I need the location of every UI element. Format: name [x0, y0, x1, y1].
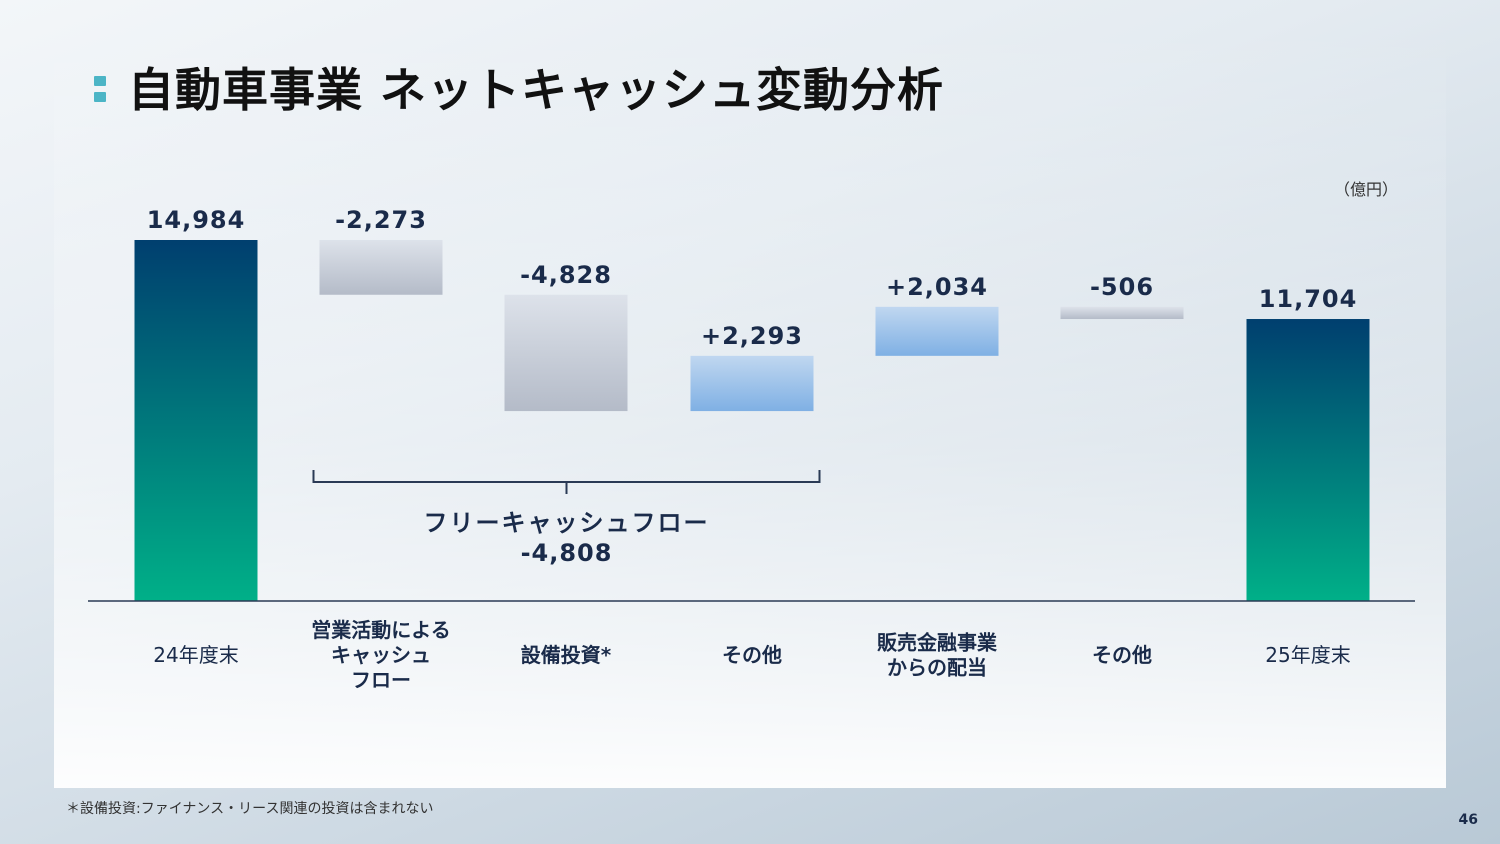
category-label-4-1: からの配当	[887, 656, 987, 680]
category-label-1-2: フロー	[351, 668, 411, 692]
bar-3	[690, 355, 814, 412]
data-label-1: -2,273	[335, 206, 427, 234]
category-label-2-0: 設備投資*	[521, 643, 612, 667]
bar-2	[504, 294, 628, 412]
data-label-4: +2,034	[886, 273, 988, 301]
data-label-5: -506	[1090, 273, 1154, 301]
title-bullet-icon	[94, 76, 108, 108]
category-label-6-0: 25年度末	[1265, 643, 1350, 667]
footnote: ＊設備投資:ファイナンス・リース関連の投資は含まれない	[66, 801, 434, 817]
data-label-0: 14,984	[147, 206, 246, 234]
unit-label: （億円）	[1333, 180, 1398, 199]
data-label-2: -4,828	[520, 261, 612, 289]
bar-5	[1060, 306, 1184, 320]
page-title: 自動車事業 ネットキャッシュ変動分析	[128, 63, 945, 117]
category-label-1-0: 営業活動による	[311, 618, 450, 642]
bar-1	[319, 240, 443, 295]
page-number: 46	[1458, 812, 1478, 828]
category-label-3-0: その他	[722, 643, 782, 667]
category-label-4-0: 販売金融事業	[877, 631, 998, 655]
fcf-value: -4,808	[521, 539, 613, 567]
category-label-1-1: キャッシュ	[331, 643, 431, 667]
bar-6	[1246, 319, 1370, 601]
category-label-0-0: 24年度末	[153, 643, 238, 667]
fcf-label: フリーキャッシュフロー	[424, 509, 710, 537]
data-label-3: +2,293	[701, 322, 803, 350]
bar-0	[134, 240, 258, 601]
bar-4	[875, 306, 999, 356]
data-label-6: 11,704	[1259, 285, 1358, 313]
category-label-5-0: その他	[1092, 643, 1152, 667]
fcf-bracket	[312, 470, 821, 494]
